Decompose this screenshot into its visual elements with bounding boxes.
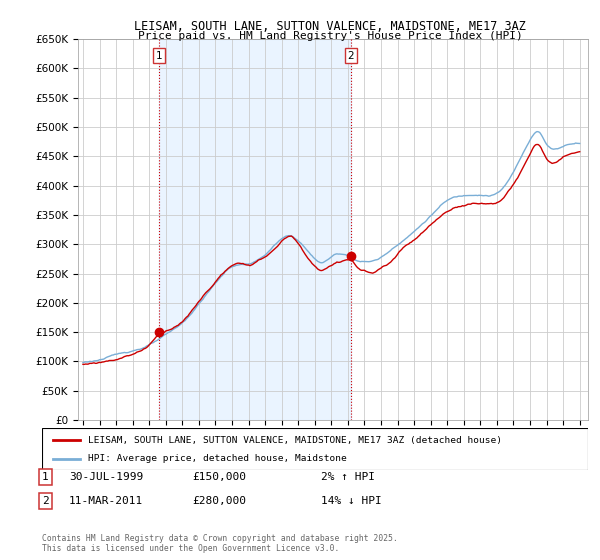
Text: 1: 1 — [155, 50, 162, 60]
Text: 2: 2 — [42, 496, 49, 506]
Text: LEISAM, SOUTH LANE, SUTTON VALENCE, MAIDSTONE, ME17 3AZ (detached house): LEISAM, SOUTH LANE, SUTTON VALENCE, MAID… — [88, 436, 502, 445]
Text: HPI: Average price, detached house, Maidstone: HPI: Average price, detached house, Maid… — [88, 454, 347, 463]
Text: LEISAM, SOUTH LANE, SUTTON VALENCE, MAIDSTONE, ME17 3AZ: LEISAM, SOUTH LANE, SUTTON VALENCE, MAID… — [134, 20, 526, 32]
Bar — [158, 39, 351, 420]
Text: 2% ↑ HPI: 2% ↑ HPI — [321, 472, 375, 482]
Text: Price paid vs. HM Land Registry's House Price Index (HPI): Price paid vs. HM Land Registry's House … — [137, 31, 523, 41]
Text: Contains HM Land Registry data © Crown copyright and database right 2025.
This d: Contains HM Land Registry data © Crown c… — [42, 534, 398, 553]
Text: 2: 2 — [348, 50, 355, 60]
FancyBboxPatch shape — [42, 428, 588, 470]
Text: 11-MAR-2011: 11-MAR-2011 — [69, 496, 143, 506]
Text: 30-JUL-1999: 30-JUL-1999 — [69, 472, 143, 482]
Text: £280,000: £280,000 — [192, 496, 246, 506]
Text: 14% ↓ HPI: 14% ↓ HPI — [321, 496, 382, 506]
Text: 1: 1 — [42, 472, 49, 482]
Text: £150,000: £150,000 — [192, 472, 246, 482]
